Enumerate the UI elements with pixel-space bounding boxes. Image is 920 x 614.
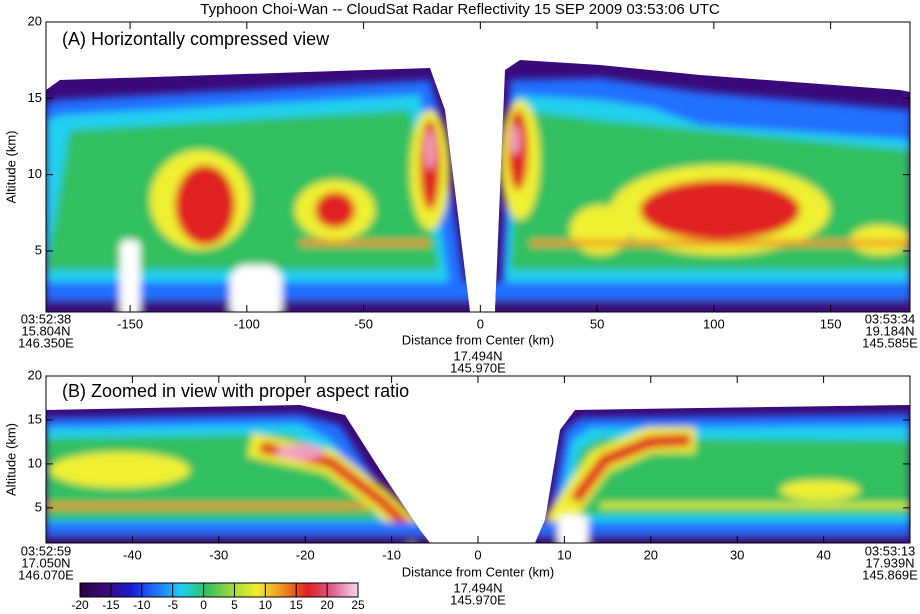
- start-location: 03:52:59: [21, 543, 72, 558]
- end-location: 17.939N: [865, 555, 914, 570]
- end-location: 03:53:13: [865, 543, 916, 558]
- center-location: 145.970E: [450, 360, 506, 375]
- x-tick-label: -150: [117, 316, 143, 331]
- colorbar-tick-label: 15: [290, 598, 304, 612]
- x-axis-label: Distance from Center (km): [402, 564, 554, 579]
- x-tick-label: -40: [123, 547, 142, 562]
- colorbar-tick-label: -10: [133, 598, 151, 612]
- end-location: 145.585E: [862, 335, 918, 350]
- x-tick-label: -50: [354, 316, 373, 331]
- start-location: 15.804N: [21, 323, 70, 338]
- x-tick-label: 30: [730, 547, 744, 562]
- x-tick-label: 0: [477, 316, 484, 331]
- colorbar-tick-label: 20: [320, 598, 334, 612]
- colorbar-tick-label: -20: [71, 598, 89, 612]
- y-tick-label: 10: [28, 166, 42, 181]
- x-axis-label: Distance from Center (km): [402, 332, 554, 347]
- center-location: 17.494N: [453, 348, 502, 363]
- y-axis-label: Altitude (km): [3, 131, 18, 204]
- panel-label: (A) Horizontally compressed view: [62, 29, 330, 49]
- x-tick-label: -20: [296, 547, 315, 562]
- x-tick-label: -100: [234, 316, 260, 331]
- x-tick-label: 40: [816, 547, 830, 562]
- center-location: 145.970E: [450, 592, 506, 607]
- end-location: 145.869E: [862, 567, 918, 582]
- colorbar-tick-label: 0: [200, 598, 207, 612]
- colorbar-tick-label: 5: [231, 598, 238, 612]
- colorbar: [79, 582, 359, 598]
- center-location: 17.494N: [453, 580, 502, 595]
- start-location: 17.050N: [21, 555, 70, 570]
- y-tick-label: 15: [28, 90, 42, 105]
- start-location: 03:52:38: [21, 311, 72, 326]
- x-tick-label: 50: [590, 316, 604, 331]
- colorbar-tick-label: 25: [351, 598, 365, 612]
- x-tick-label: 10: [557, 547, 571, 562]
- x-tick-label: 150: [820, 316, 842, 331]
- colorbar-tick-label: -5: [167, 598, 178, 612]
- figure-title: Typhoon Choi-Wan -- CloudSat Radar Refle…: [200, 1, 720, 18]
- y-tick-label: 5: [35, 242, 42, 257]
- panel-label: (B) Zoomed in view with proper aspect ra…: [62, 381, 409, 401]
- y-tick-label: 10: [28, 455, 42, 470]
- end-location: 03:53:34: [865, 311, 916, 326]
- x-tick-label: 100: [703, 316, 725, 331]
- start-location: 146.350E: [18, 335, 74, 350]
- x-tick-label: -10: [382, 547, 401, 562]
- y-tick-label: 15: [28, 411, 42, 426]
- reflectivity-field: [46, 405, 910, 543]
- colorbar-tick-label: -15: [102, 598, 120, 612]
- colorbar-tick-label: 10: [259, 598, 273, 612]
- end-location: 19.184N: [865, 323, 914, 338]
- reflectivity-field: [46, 60, 910, 312]
- start-location: 146.070E: [18, 567, 74, 582]
- y-tick-label: 20: [28, 13, 42, 28]
- x-tick-label: 0: [474, 547, 481, 562]
- y-tick-label: 5: [35, 499, 42, 514]
- y-tick-label: 20: [28, 367, 42, 382]
- x-tick-label: -30: [209, 547, 228, 562]
- x-tick-label: 20: [644, 547, 658, 562]
- plot-frame: [45, 21, 911, 313]
- y-axis-label: Altitude (km): [3, 423, 18, 496]
